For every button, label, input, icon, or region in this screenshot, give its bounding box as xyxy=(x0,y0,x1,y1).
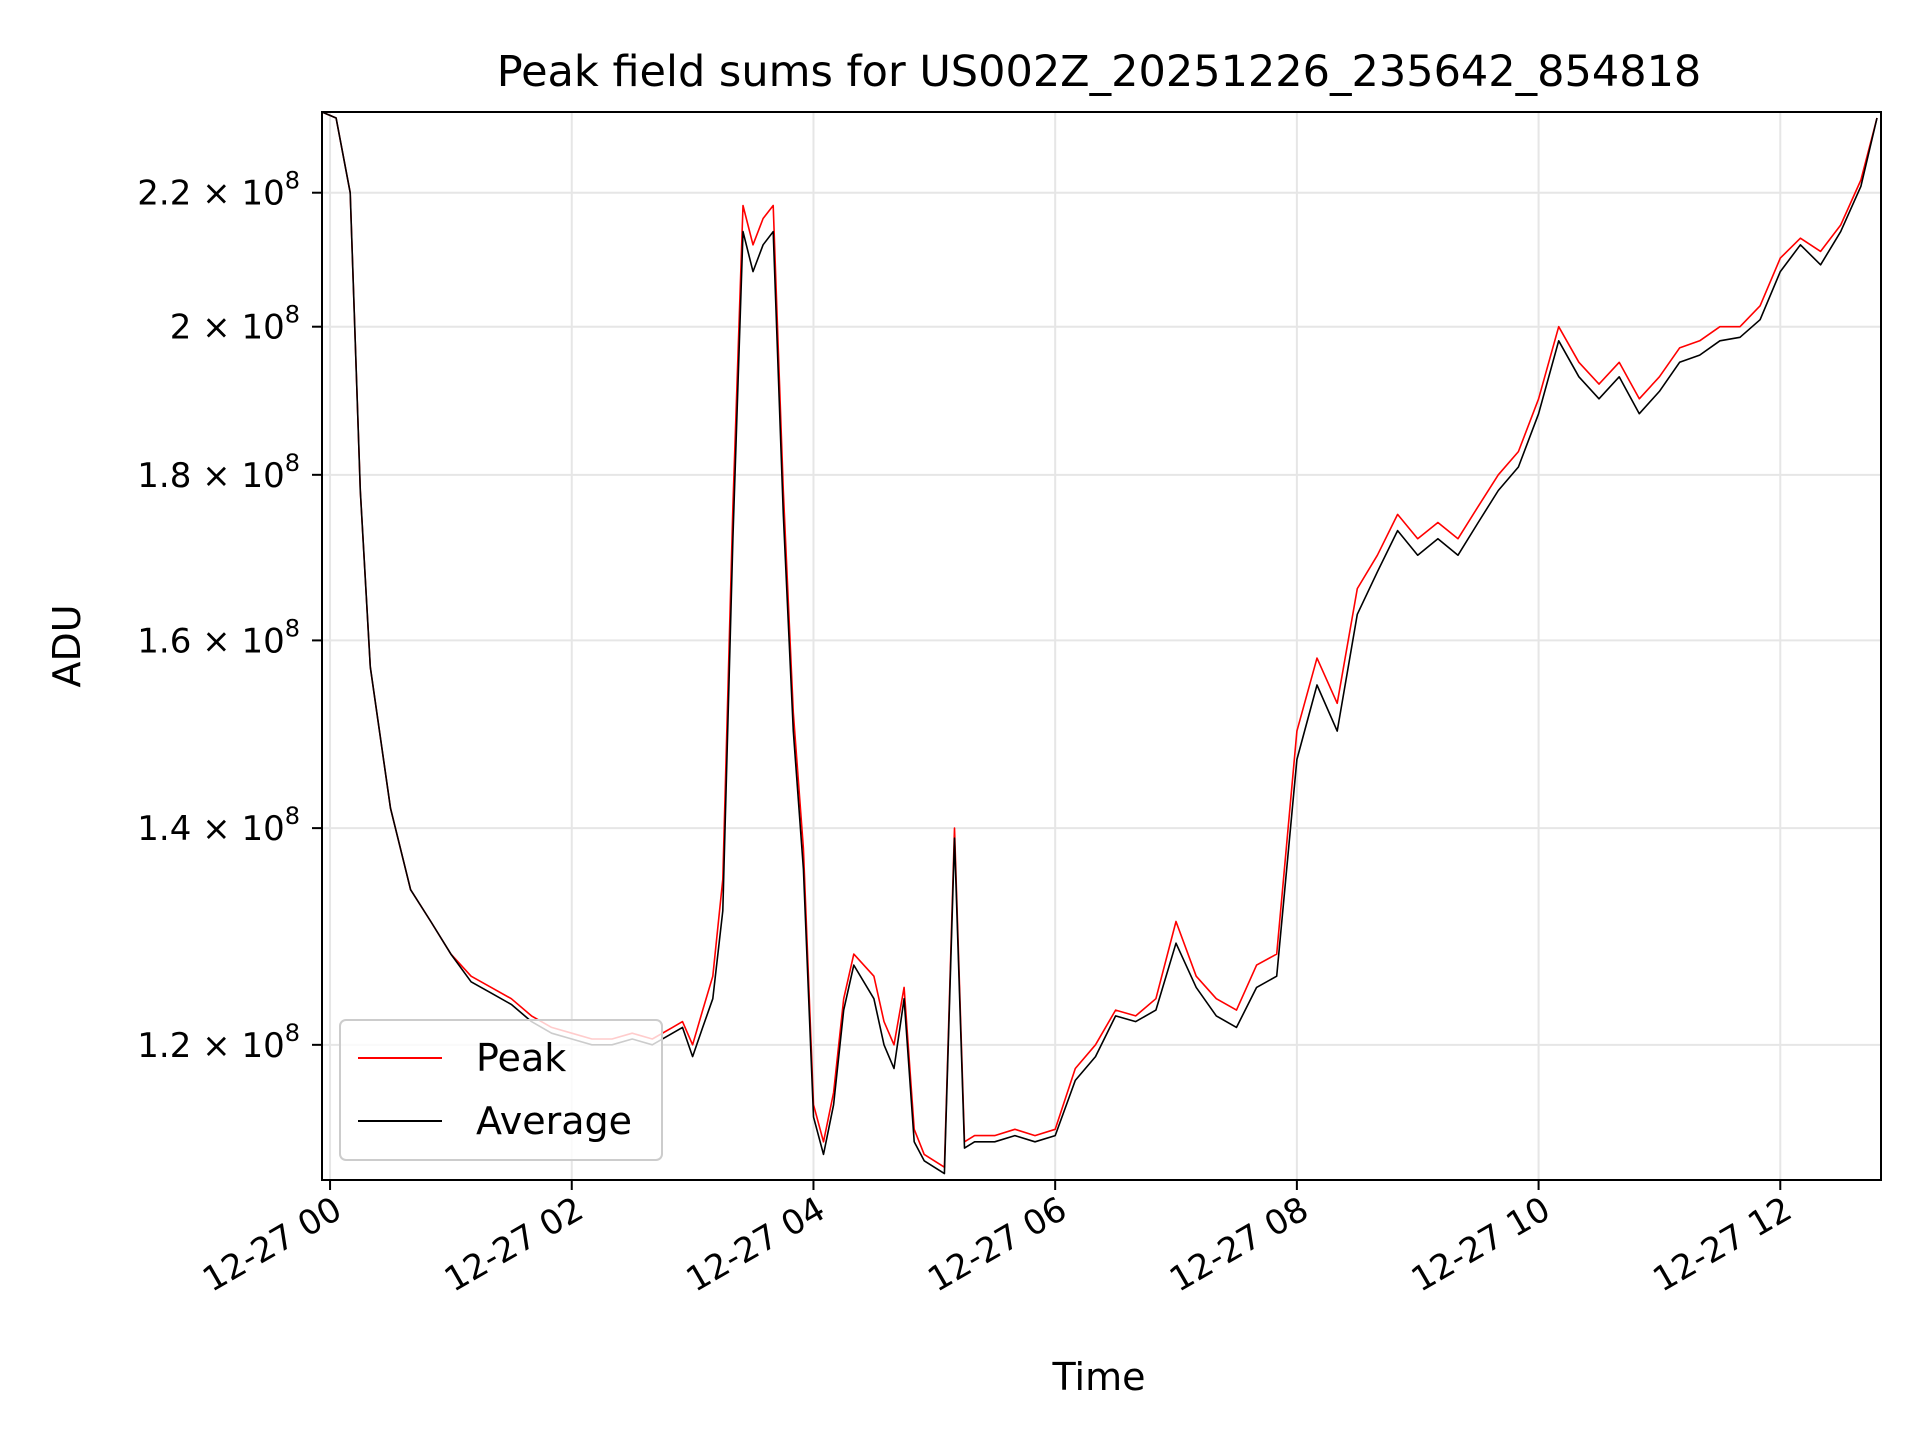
legend-box xyxy=(339,1019,663,1161)
legend: Peak Average xyxy=(339,1019,663,1161)
y-tick-base: 10 xyxy=(241,1026,284,1066)
y-tick-times: × xyxy=(191,456,241,496)
chart-title: Peak field sums for US002Z_20251226_2356… xyxy=(497,47,1702,97)
y-tick-mantissa: 1.6 xyxy=(137,621,191,661)
y-tick-exponent: 8 xyxy=(285,301,300,329)
y-tick-label: 1.6 × 108 xyxy=(137,614,300,661)
y-tick-label: 2.2 × 108 xyxy=(137,167,300,214)
y-tick-exponent: 8 xyxy=(285,167,300,195)
y-tick-base: 10 xyxy=(241,174,284,214)
y-tick-mantissa: 2.2 xyxy=(137,174,191,214)
y-tick-times: × xyxy=(191,308,241,348)
plot-frame xyxy=(321,111,1882,1181)
y-tick-label: 2 × 108 xyxy=(170,301,300,348)
y-tick-times: × xyxy=(191,1026,241,1066)
legend-label-average: Average xyxy=(476,1099,632,1143)
y-axis-label: ADU xyxy=(45,604,89,687)
y-tick-mantissa: 1.4 xyxy=(137,809,191,849)
y-tick-base: 10 xyxy=(241,809,284,849)
y-tick-mantissa: 1.2 xyxy=(137,1026,191,1066)
y-tick-label: 1.4 × 108 xyxy=(137,802,300,849)
y-tick-exponent: 8 xyxy=(285,802,300,830)
y-tick-mantissa: 2 xyxy=(170,308,192,348)
y-tick-exponent: 8 xyxy=(285,449,300,477)
y-tick-times: × xyxy=(191,809,241,849)
y-tick-times: × xyxy=(191,174,241,214)
y-tick-exponent: 8 xyxy=(285,1019,300,1047)
y-tick-label: 1.2 × 108 xyxy=(137,1019,300,1066)
y-tick-mantissa: 1.8 xyxy=(137,456,191,496)
y-tick-label: 1.8 × 108 xyxy=(137,449,300,496)
legend-label-peak: Peak xyxy=(476,1036,566,1080)
y-tick-exponent: 8 xyxy=(285,614,300,642)
y-tick-base: 10 xyxy=(241,456,284,496)
y-tick-base: 10 xyxy=(241,308,284,348)
y-tick-base: 10 xyxy=(241,621,284,661)
x-axis-label: Time xyxy=(1052,1355,1146,1399)
y-tick-times: × xyxy=(191,621,241,661)
